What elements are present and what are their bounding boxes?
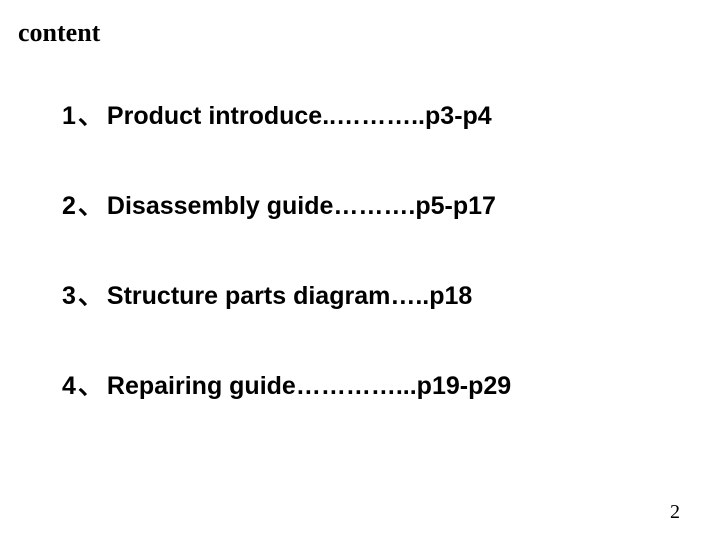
toc-list: 1 、 Product introduce ..……….. p3-p4 2 、 … bbox=[40, 96, 511, 456]
toc-item-number: 1 bbox=[62, 102, 76, 131]
toc-item-dots: ….. bbox=[390, 282, 429, 311]
toc-item-pages: p3-p4 bbox=[425, 102, 492, 131]
page-number: 2 bbox=[670, 501, 680, 524]
toc-item-separator: 、 bbox=[78, 96, 103, 132]
toc-item: 1 、 Product introduce ..……….. p3-p4 bbox=[40, 96, 511, 132]
toc-item-number: 3 bbox=[62, 282, 76, 311]
toc-item-separator: 、 bbox=[78, 366, 103, 402]
toc-item-title: Product introduce bbox=[107, 102, 322, 131]
toc-item-pages: p19-p29 bbox=[417, 372, 511, 401]
content-heading: content bbox=[18, 18, 100, 48]
toc-item-pages: p5-p17 bbox=[415, 192, 496, 221]
toc-item: 3 、 Structure parts diagram ….. p18 bbox=[40, 276, 511, 312]
toc-item-pages: p18 bbox=[429, 282, 472, 311]
toc-item: 2 、 Disassembly guide ………. p5-p17 bbox=[40, 186, 511, 222]
toc-item-separator: 、 bbox=[78, 186, 103, 222]
toc-item-number: 2 bbox=[62, 192, 76, 221]
toc-item: 4 、 Repairing guide …………... p19-p29 bbox=[40, 366, 511, 402]
toc-item-dots: ..……….. bbox=[322, 102, 425, 131]
toc-item-dots: …………... bbox=[296, 372, 417, 401]
toc-item-title: Repairing guide bbox=[107, 372, 296, 401]
toc-item-title: Structure parts diagram bbox=[107, 282, 390, 311]
toc-item-number: 4 bbox=[62, 372, 76, 401]
toc-item-separator: 、 bbox=[78, 276, 103, 312]
toc-item-dots: ………. bbox=[333, 192, 415, 221]
toc-item-title: Disassembly guide bbox=[107, 192, 333, 221]
